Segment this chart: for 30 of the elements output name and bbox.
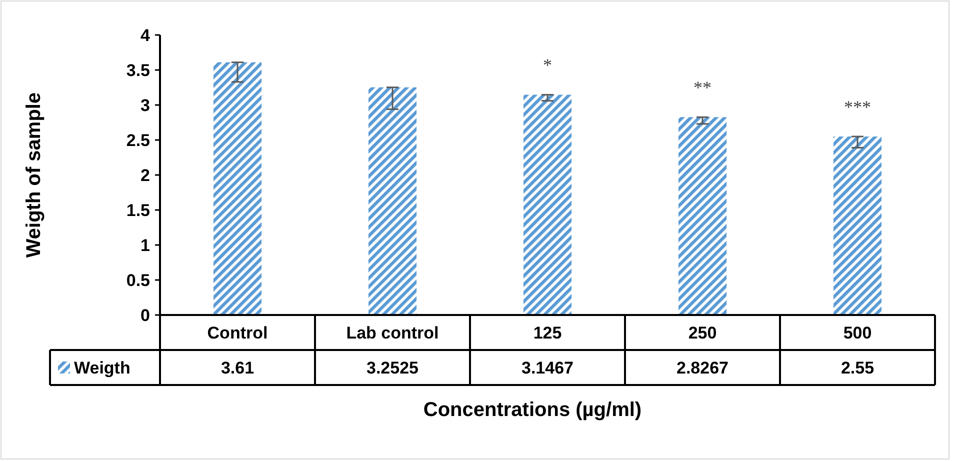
y-tick-label: 2 bbox=[140, 166, 150, 185]
bar bbox=[523, 94, 572, 315]
y-tick-label: 1 bbox=[140, 236, 150, 255]
data-label: 2.55 bbox=[840, 358, 874, 378]
y-tick-label: 3.5 bbox=[126, 60, 150, 80]
y-tick-label: 1.5 bbox=[126, 200, 150, 220]
y-tick-label: 0 bbox=[140, 306, 150, 325]
bar bbox=[833, 136, 882, 315]
x-tick-label: 125 bbox=[533, 323, 562, 342]
y-tick-label: 0.5 bbox=[126, 270, 150, 290]
x-tick-label: Lab control bbox=[346, 323, 439, 342]
bar bbox=[213, 62, 262, 315]
bar bbox=[678, 117, 727, 315]
legend-label: Weigth bbox=[74, 358, 130, 378]
x-tick-label: 250 bbox=[688, 323, 717, 342]
x-tick-label: 500 bbox=[843, 323, 872, 342]
annotation: * bbox=[543, 55, 552, 76]
y-tick-label: 3 bbox=[140, 96, 150, 115]
x-axis-title: Concentrations (µg/ml) bbox=[423, 399, 642, 421]
y-axis-title: Weigth of sample bbox=[23, 92, 45, 258]
annotation: ** bbox=[694, 77, 712, 98]
annotation: *** bbox=[844, 96, 871, 117]
data-label: 3.2525 bbox=[366, 358, 418, 378]
x-tick-label: Control bbox=[207, 323, 268, 342]
y-tick-label: 4 bbox=[140, 26, 151, 45]
bar bbox=[368, 87, 417, 315]
data-label: 3.1467 bbox=[522, 358, 574, 378]
data-label: 2.8267 bbox=[676, 358, 728, 378]
y-tick-label: 2.5 bbox=[126, 130, 150, 150]
data-label: 3.61 bbox=[220, 358, 254, 378]
